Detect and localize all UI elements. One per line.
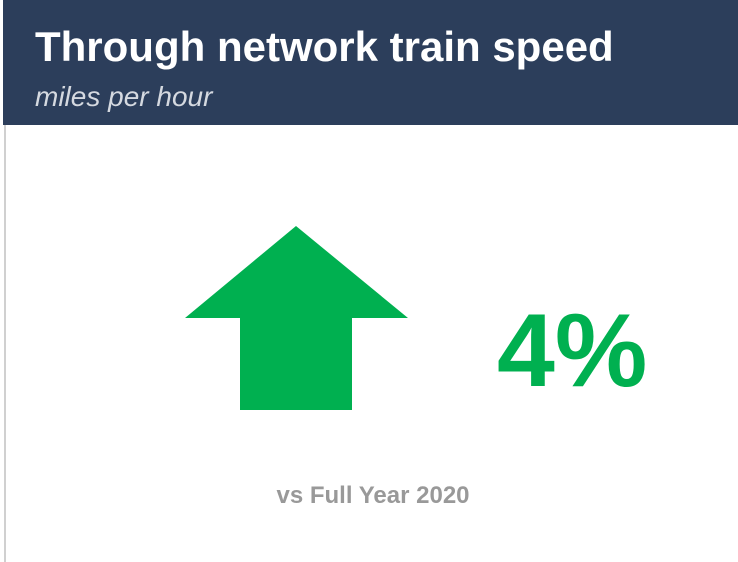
comparison-label: vs Full Year 2020 <box>276 482 469 509</box>
subtitle: miles per hour <box>35 81 214 112</box>
title: Through network train speed <box>35 23 614 70</box>
header-band <box>3 0 738 125</box>
up-arrow <box>185 226 408 410</box>
kpi-value: 4% <box>497 293 647 409</box>
